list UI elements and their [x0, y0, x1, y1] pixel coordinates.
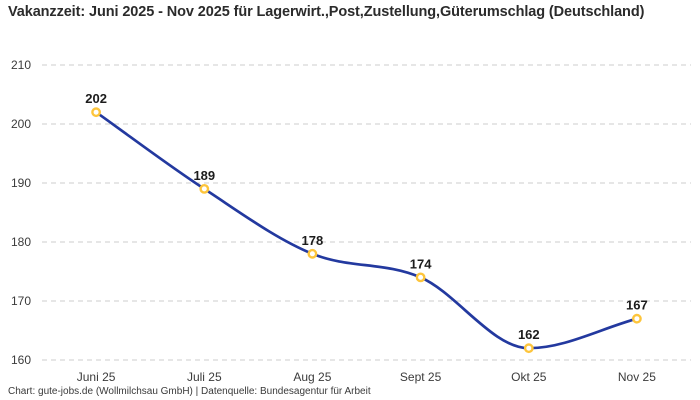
data-point-marker: [632, 313, 642, 324]
data-point-marker: [523, 343, 534, 354]
data-point-label: 178: [302, 233, 324, 248]
series-line: [94, 110, 639, 350]
data-point-label: 189: [193, 168, 215, 183]
x-tick-label: Juli 25: [187, 370, 222, 384]
y-tick-label: 190: [11, 176, 31, 190]
data-point-label: 167: [626, 298, 648, 313]
data-point-marker: [199, 183, 210, 194]
y-tick-label: 170: [11, 294, 31, 308]
x-tick-label: Sept 25: [400, 370, 442, 384]
x-tick-label: Nov 25: [618, 370, 656, 384]
x-tick-label: Aug 25: [293, 370, 331, 384]
data-point-label: 162: [518, 327, 540, 342]
data-point-marker: [91, 107, 102, 118]
y-tick-label: 200: [11, 117, 31, 131]
chart-title: Vakanzzeit: Juni 2025 - Nov 2025 für Lag…: [8, 4, 645, 20]
data-point-marker: [307, 248, 318, 259]
data-point-marker: [415, 272, 426, 283]
y-tick-label: 180: [11, 235, 31, 249]
x-tick-label: Juni 25: [77, 370, 116, 384]
x-tick-label: Okt 25: [511, 370, 547, 384]
y-tick-label: 160: [11, 353, 31, 367]
data-point-label: 174: [410, 256, 432, 271]
y-tick-label: 210: [11, 58, 31, 72]
chart-footer: Chart: gute-jobs.de (Wollmilchsau GmbH) …: [8, 386, 371, 397]
data-point-label: 202: [85, 91, 107, 106]
